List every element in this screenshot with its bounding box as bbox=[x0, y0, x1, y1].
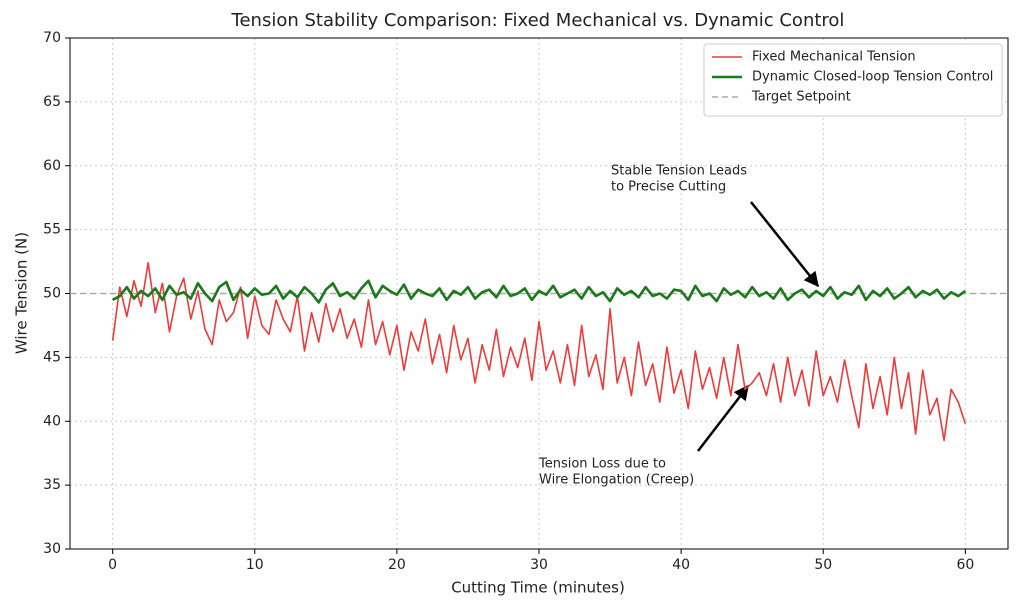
y-tick-label: 55 bbox=[43, 222, 61, 238]
legend-box bbox=[703, 43, 1003, 117]
x-axis-label: Cutting Time (minutes) bbox=[451, 579, 625, 597]
y-tick-label: 70 bbox=[43, 30, 61, 46]
series-line bbox=[111, 262, 967, 442]
x-tick-label: 30 bbox=[530, 557, 548, 573]
legend-label: Fixed Mechanical Tension bbox=[752, 50, 916, 65]
y-tick-label: 50 bbox=[43, 286, 61, 302]
x-tick-label: 50 bbox=[814, 557, 832, 573]
y-tick-label: 30 bbox=[43, 541, 61, 557]
y-tick-label: 65 bbox=[43, 94, 61, 110]
legend: Fixed Mechanical Tension Dynamic Closed-l… bbox=[703, 43, 1003, 117]
y-tick-label: 60 bbox=[43, 158, 61, 174]
annotation-arrow bbox=[697, 384, 749, 452]
annotation-text: to Precise Cutting bbox=[611, 180, 726, 195]
x-tick-label: 40 bbox=[672, 557, 690, 573]
y-tick-label: 40 bbox=[43, 413, 61, 429]
y-tick-label: 45 bbox=[43, 349, 61, 365]
x-tick-label: 10 bbox=[246, 557, 264, 573]
x-tick-label: 60 bbox=[956, 557, 974, 573]
x-tick-label: 20 bbox=[388, 557, 406, 573]
annotation-text: Tension Loss due to bbox=[538, 457, 666, 472]
legend-label: Dynamic Closed-loop Tension Control bbox=[752, 70, 993, 85]
annotation-text: Wire Elongation (Creep) bbox=[539, 473, 694, 488]
annotation-text: Stable Tension Leads bbox=[611, 164, 747, 179]
x-tick-label: 0 bbox=[108, 557, 117, 573]
y-tick-label: 35 bbox=[43, 477, 61, 493]
y-axis-label: Wire Tension (N) bbox=[13, 232, 31, 354]
annotation-arrow bbox=[750, 201, 819, 288]
chart-title: Tension Stability Comparison: Fixed Mech… bbox=[231, 10, 845, 31]
legend-label: Target Setpoint bbox=[751, 90, 851, 105]
series-line bbox=[112, 279, 967, 304]
